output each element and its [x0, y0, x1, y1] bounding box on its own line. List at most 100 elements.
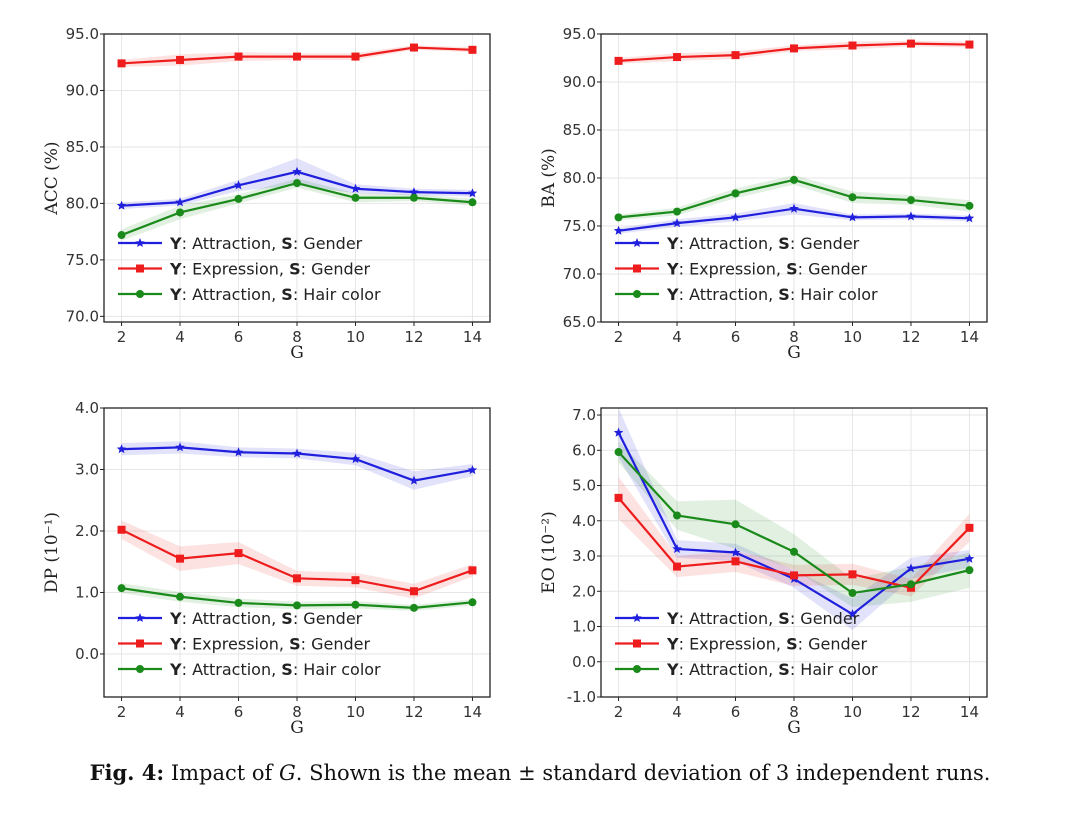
legend-s-key: S [786, 260, 798, 279]
x-tick-label: 4 [175, 703, 185, 721]
data-point [293, 601, 301, 610]
x-axis-label: G [787, 343, 801, 363]
data-point [906, 211, 916, 221]
legend-s-key: S [281, 660, 293, 679]
y-tick-label: 3.0 [75, 460, 99, 478]
data-point [848, 193, 857, 202]
legend-s-value: : Hair color [293, 660, 381, 679]
data-point [117, 59, 126, 68]
x-tick-label: 4 [672, 703, 682, 721]
data-point [409, 475, 419, 485]
data-point [730, 547, 741, 557]
acc-chart: 70.0 75.0 80.0 85.0 90.0 95.0 2 4 6 8 10 12 14 G ACC (… [42, 25, 491, 363]
data-point [848, 41, 857, 50]
x-tick-label: 12 [901, 703, 920, 721]
legend-y-key: Y [666, 660, 679, 679]
y-tick-label: 85.0 [66, 138, 99, 156]
y-tick-label: 75.0 [563, 217, 596, 235]
data-point [409, 587, 418, 596]
y-axis-label: DP (10⁻¹) [42, 512, 62, 593]
data-point [176, 208, 185, 217]
data-point [614, 213, 623, 222]
x-tick-label: 10 [346, 703, 365, 721]
legend-marker [136, 290, 144, 298]
legend-marker [135, 238, 145, 248]
legend-s-value: : Hair color [790, 285, 878, 304]
data-point [468, 45, 477, 54]
legend-s-key: S [778, 660, 790, 679]
y-tick-label: 2.0 [75, 522, 99, 540]
data-point [906, 580, 915, 589]
y-tick-label: 4.0 [75, 399, 99, 417]
legend-marker [633, 639, 641, 648]
y-tick-label: 2.0 [572, 582, 596, 600]
legend-s-key: S [786, 635, 798, 654]
data-point [965, 40, 974, 49]
data-point [117, 584, 126, 593]
caption-label: Fig. 4: [89, 760, 165, 785]
legend-y-key: Y [666, 285, 679, 304]
y-tick-label: 4.0 [572, 512, 596, 530]
x-tick-label: 8 [789, 703, 799, 721]
legend-entry: Y: Attraction, S: Hair color [666, 285, 878, 304]
legend-marker [136, 665, 144, 673]
y-tick-label: 85.0 [563, 121, 596, 139]
legend-s-key: S [778, 234, 790, 253]
data-point [673, 562, 682, 571]
data-point [116, 444, 127, 454]
legend-y-value: : Attraction, [182, 609, 282, 628]
data-point [117, 231, 126, 240]
data-point [293, 179, 301, 188]
x-axis-label: G [290, 718, 304, 738]
data-point [234, 194, 243, 203]
y-tick-label: 65.0 [563, 313, 596, 331]
x-tick-label: 8 [292, 328, 302, 346]
data-point [731, 51, 740, 60]
data-point [906, 563, 916, 573]
x-tick-label: 14 [463, 703, 482, 721]
y-tick-label: -1.0 [567, 688, 596, 706]
data-point [731, 189, 740, 198]
data-point [117, 525, 126, 534]
y-tick-label: 3.0 [572, 547, 596, 565]
x-tick-label: 14 [960, 703, 979, 721]
data-point [233, 180, 244, 190]
data-point [234, 549, 243, 558]
legend-s-key: S [281, 234, 293, 253]
data-point [175, 197, 185, 207]
legend-y-value: : Attraction, [182, 285, 282, 304]
legend-s-value: : Gender [790, 609, 860, 628]
legend-y-key: Y [169, 660, 182, 679]
legend-y-key: Y [666, 234, 679, 253]
std-band [618, 175, 970, 221]
legend-y-value: : Attraction, [679, 609, 779, 628]
data-point [964, 213, 975, 223]
legend-s-value: : Gender [790, 234, 860, 253]
legend-entry: Y: Attraction, S: Hair color [169, 285, 381, 304]
legend-y-value: : Attraction, [679, 660, 779, 679]
data-point [614, 493, 623, 502]
data-point [965, 566, 974, 575]
data-point [351, 576, 360, 585]
legend-y-key: Y [169, 635, 182, 654]
x-tick-label: 6 [234, 328, 244, 346]
x-tick-label: 4 [175, 328, 185, 346]
legend-y-key: Y [666, 635, 679, 654]
y-tick-label: 95.0 [66, 25, 99, 43]
y-tick-label: 90.0 [563, 73, 596, 91]
x-tick-label: 14 [463, 328, 482, 346]
y-tick-label: 80.0 [563, 169, 596, 187]
legend-marker [633, 665, 641, 673]
x-tick-label: 8 [789, 328, 799, 346]
x-tick-label: 12 [404, 328, 423, 346]
data-point [233, 447, 244, 457]
data-point [467, 188, 478, 198]
data-point [468, 598, 477, 607]
legend-y-key: Y [169, 260, 182, 279]
legend-entry: Y: Attraction, S: Hair color [169, 660, 381, 679]
data-point [731, 557, 740, 566]
legend-y-key: Y [666, 609, 679, 628]
